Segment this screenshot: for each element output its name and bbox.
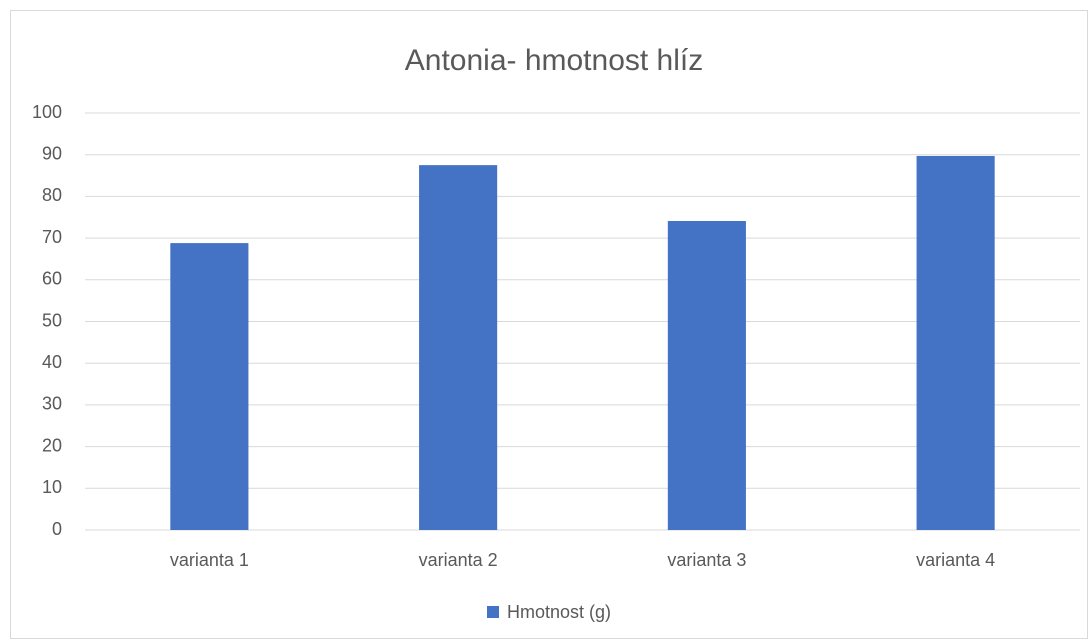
y-tick-label: 30: [42, 394, 62, 414]
chart-title: Antonia- hmotnost hlíz: [405, 44, 704, 77]
x-tick-label: varianta 3: [667, 550, 746, 570]
y-tick-label: 20: [42, 435, 62, 455]
y-tick-label: 60: [42, 269, 62, 289]
bar: [419, 165, 498, 530]
bar: [667, 221, 746, 531]
y-tick-label: 80: [42, 185, 62, 205]
x-tick-label: varianta 4: [916, 550, 995, 570]
legend-swatch: [487, 606, 499, 618]
y-tick-label: 50: [42, 310, 62, 330]
y-tick-label: 0: [52, 519, 62, 539]
legend-label: Hmotnost (g): [507, 602, 611, 622]
y-tick-label: 90: [42, 143, 62, 163]
y-tick-label: 70: [42, 227, 62, 247]
y-tick-label: 100: [32, 102, 62, 122]
bar: [916, 155, 995, 531]
bar: [170, 243, 249, 530]
y-tick-label: 40: [42, 352, 62, 372]
x-tick-label: varianta 2: [419, 550, 498, 570]
x-tick-label: varianta 1: [170, 550, 249, 570]
y-tick-label: 10: [42, 477, 62, 497]
